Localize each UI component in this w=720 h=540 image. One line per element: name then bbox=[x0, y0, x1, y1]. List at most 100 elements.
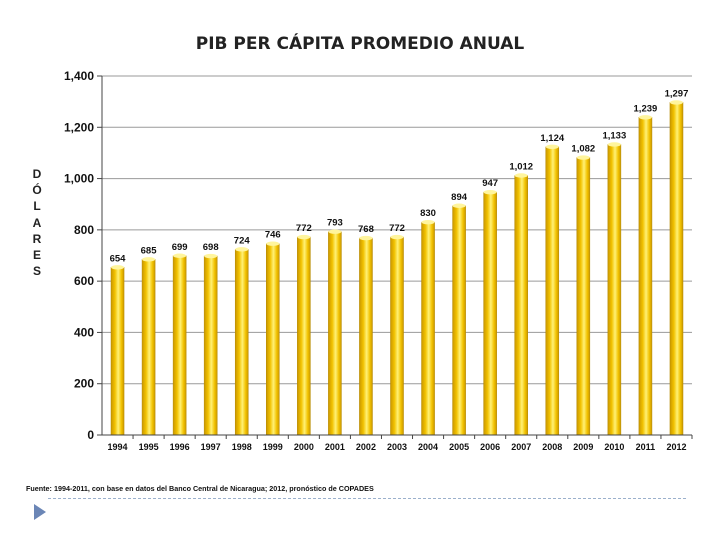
data-label: 772 bbox=[296, 223, 312, 234]
bar bbox=[638, 117, 653, 436]
x-tick-label: 2007 bbox=[511, 442, 531, 452]
data-label: 793 bbox=[327, 218, 343, 229]
x-tick-label: 2005 bbox=[449, 442, 469, 452]
bar bbox=[141, 259, 156, 436]
x-tick-label: 1995 bbox=[139, 442, 159, 452]
y-axis-label-letter: D bbox=[32, 167, 42, 181]
divider bbox=[48, 498, 686, 499]
data-label: 1,082 bbox=[571, 144, 595, 155]
chart-title: PIB PER CÁPITA PROMEDIO ANUAL bbox=[195, 34, 525, 54]
y-axis-label-letter: R bbox=[32, 231, 42, 246]
x-tick-label: 2003 bbox=[387, 442, 407, 452]
bar-top bbox=[576, 155, 590, 160]
x-tick-label: 2012 bbox=[666, 442, 686, 452]
y-tick-label: 800 bbox=[74, 223, 94, 237]
bar-top bbox=[204, 253, 218, 259]
bar-top bbox=[607, 142, 621, 147]
bar bbox=[234, 249, 249, 436]
y-tick-label: 400 bbox=[74, 325, 94, 339]
y-tick-label: 1,400 bbox=[64, 69, 94, 83]
data-label: 768 bbox=[358, 224, 374, 235]
bar-top bbox=[359, 235, 373, 241]
labels: 0 200 400 600 800 1,000 1,200 1,400 654 1994 685 19… bbox=[64, 69, 688, 452]
y-tick-label: 1,200 bbox=[64, 120, 94, 134]
data-label: 698 bbox=[203, 242, 219, 253]
bar bbox=[669, 102, 684, 436]
bar bbox=[203, 255, 218, 436]
bar bbox=[607, 144, 622, 436]
data-label: 830 bbox=[420, 208, 436, 219]
bar-top bbox=[452, 203, 466, 208]
data-label: 1,297 bbox=[665, 88, 689, 99]
data-label: 894 bbox=[451, 192, 468, 203]
x-tick-label: 2008 bbox=[542, 442, 562, 452]
x-tick-label: 2010 bbox=[604, 442, 624, 452]
bar bbox=[297, 236, 311, 436]
x-tick-label: 1998 bbox=[232, 442, 252, 452]
x-tick-label: 2011 bbox=[636, 442, 656, 452]
bar bbox=[328, 231, 342, 436]
y-axis-label-letter: L bbox=[33, 199, 41, 214]
bar-top bbox=[638, 115, 652, 120]
data-label: 654 bbox=[110, 253, 127, 264]
data-label: 1,239 bbox=[634, 103, 658, 114]
axes bbox=[97, 75, 693, 439]
x-tick-label: 2009 bbox=[573, 442, 593, 452]
bars bbox=[110, 100, 684, 436]
data-label: 685 bbox=[141, 245, 158, 256]
bar bbox=[266, 243, 280, 436]
x-tick-label: 2001 bbox=[325, 442, 345, 452]
y-tick-label: 200 bbox=[74, 377, 94, 391]
data-label: 1,012 bbox=[509, 161, 533, 172]
bar bbox=[359, 237, 373, 436]
bar-top bbox=[266, 241, 280, 246]
y-axis-label-letter: Ó bbox=[32, 183, 42, 198]
bar-chart: 0 200 400 600 800 1,000 1,200 1,400 654 1994 685 19… bbox=[64, 69, 693, 452]
bullet-arrow-icon bbox=[34, 504, 46, 520]
bar bbox=[576, 157, 591, 436]
data-label: 699 bbox=[172, 242, 188, 253]
bar-top bbox=[173, 253, 187, 258]
y-axis-label-letter: S bbox=[32, 264, 41, 279]
data-label: 1,124 bbox=[540, 133, 564, 144]
x-tick-label: 2002 bbox=[356, 442, 376, 452]
data-label: 746 bbox=[265, 230, 281, 241]
y-tick-label: 0 bbox=[87, 428, 94, 442]
x-tick-label: 2004 bbox=[418, 442, 438, 452]
x-tick-label: 2000 bbox=[294, 442, 314, 452]
y-axis-label-letter: E bbox=[32, 248, 41, 263]
bar bbox=[545, 146, 560, 436]
data-label: 772 bbox=[389, 223, 405, 234]
x-tick-label: 1994 bbox=[108, 442, 128, 452]
bar-top bbox=[235, 247, 249, 252]
bar bbox=[110, 267, 125, 436]
x-tick-label: 2006 bbox=[480, 442, 500, 452]
data-label: 1,133 bbox=[602, 130, 626, 141]
y-axis-label-letter: A bbox=[32, 215, 42, 230]
bar-top bbox=[483, 189, 497, 195]
bar bbox=[421, 221, 435, 436]
x-tick-label: 1997 bbox=[201, 442, 221, 452]
bar-top bbox=[111, 265, 125, 270]
bar bbox=[172, 255, 187, 436]
bar-top bbox=[514, 173, 528, 178]
data-label: 947 bbox=[482, 178, 498, 189]
bar bbox=[390, 236, 404, 436]
x-tick-label: 1996 bbox=[170, 442, 190, 452]
bar-top bbox=[142, 257, 156, 262]
bar-top bbox=[545, 144, 559, 149]
source-note: Fuente: 1994-2011, con base en datos del… bbox=[26, 484, 374, 493]
bar-top bbox=[297, 234, 311, 240]
y-tick-label: 1,000 bbox=[64, 172, 94, 186]
x-tick-label: 1999 bbox=[263, 442, 283, 452]
bar bbox=[514, 175, 528, 436]
bar-top bbox=[669, 100, 683, 105]
bar bbox=[483, 191, 497, 436]
bar-top bbox=[390, 234, 404, 240]
y-tick-label: 600 bbox=[74, 274, 94, 288]
bar-top bbox=[328, 229, 342, 234]
bar bbox=[452, 205, 466, 436]
data-label: 724 bbox=[234, 235, 251, 246]
